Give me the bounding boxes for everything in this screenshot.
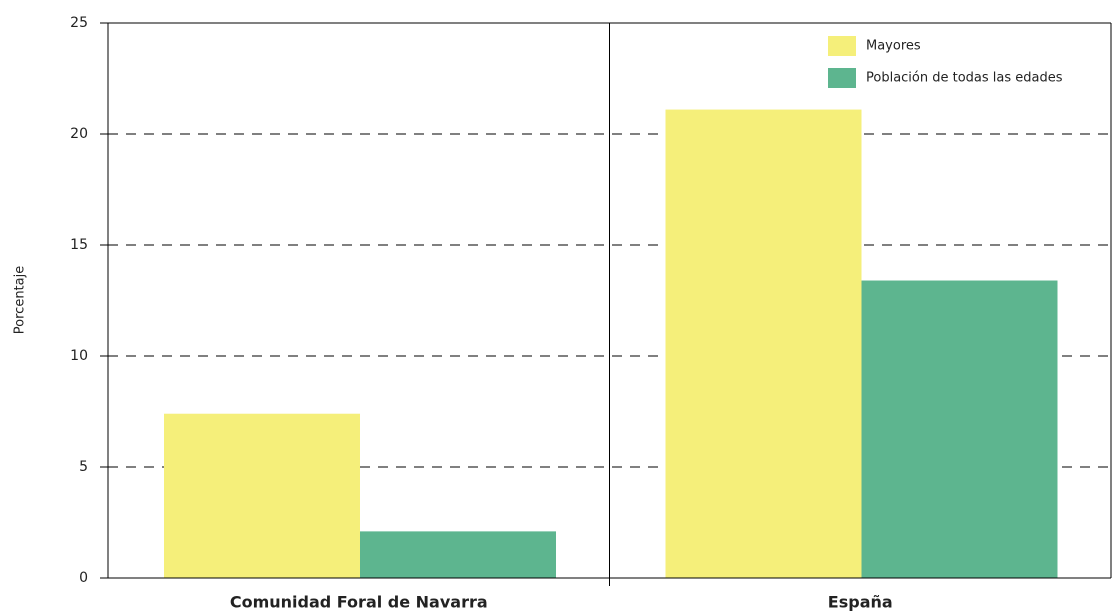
x-tick-label: España [828,593,893,612]
legend-swatch [828,36,856,56]
legend-label: Población de todas las edades [866,71,1063,86]
bar [665,109,862,578]
y-tick-label: 20 [70,126,88,142]
legend-label: Mayores [866,39,921,54]
bar [861,280,1058,578]
legend-swatch [828,68,856,88]
y-axis-label: Porcentaje [13,266,28,334]
bar [164,413,360,578]
y-tick-label: 5 [79,459,88,475]
y-tick-label: 25 [70,15,88,31]
y-tick-label: 10 [70,348,88,364]
bar [360,531,556,578]
y-tick-label: 15 [70,237,88,253]
y-tick-label: 0 [79,570,88,586]
x-tick-label: Comunidad Foral de Navarra [230,593,488,612]
